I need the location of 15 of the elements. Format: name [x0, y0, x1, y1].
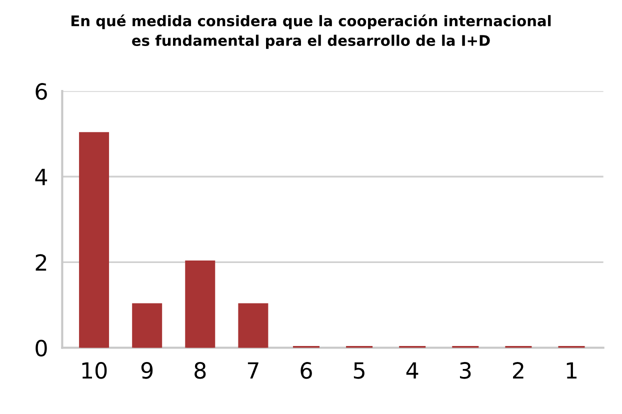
x-tick-label: 3: [460, 362, 471, 379]
x-tick-label: 8: [194, 362, 206, 379]
x-tick-label: 7: [248, 362, 258, 379]
x-tick-label: 4: [406, 362, 418, 379]
x-tick-label: 2: [513, 362, 524, 379]
chart-title: En qué medida considera que la cooperación internacional es fundamental para el desarrollo de la I+D: [72, 14, 551, 49]
x-tick-label: 10: [82, 362, 107, 379]
x-tick-label: 5: [354, 362, 364, 379]
y-tick-label: 0: [36, 340, 47, 357]
y-tick-label: 6: [36, 83, 47, 100]
x-tick-label: 6: [300, 362, 312, 379]
y-tick-label: 2: [36, 254, 46, 271]
x-tick-label: 9: [141, 362, 153, 379]
y-tick-label: 4: [35, 168, 48, 186]
x-tick-label: 1: [566, 362, 577, 379]
